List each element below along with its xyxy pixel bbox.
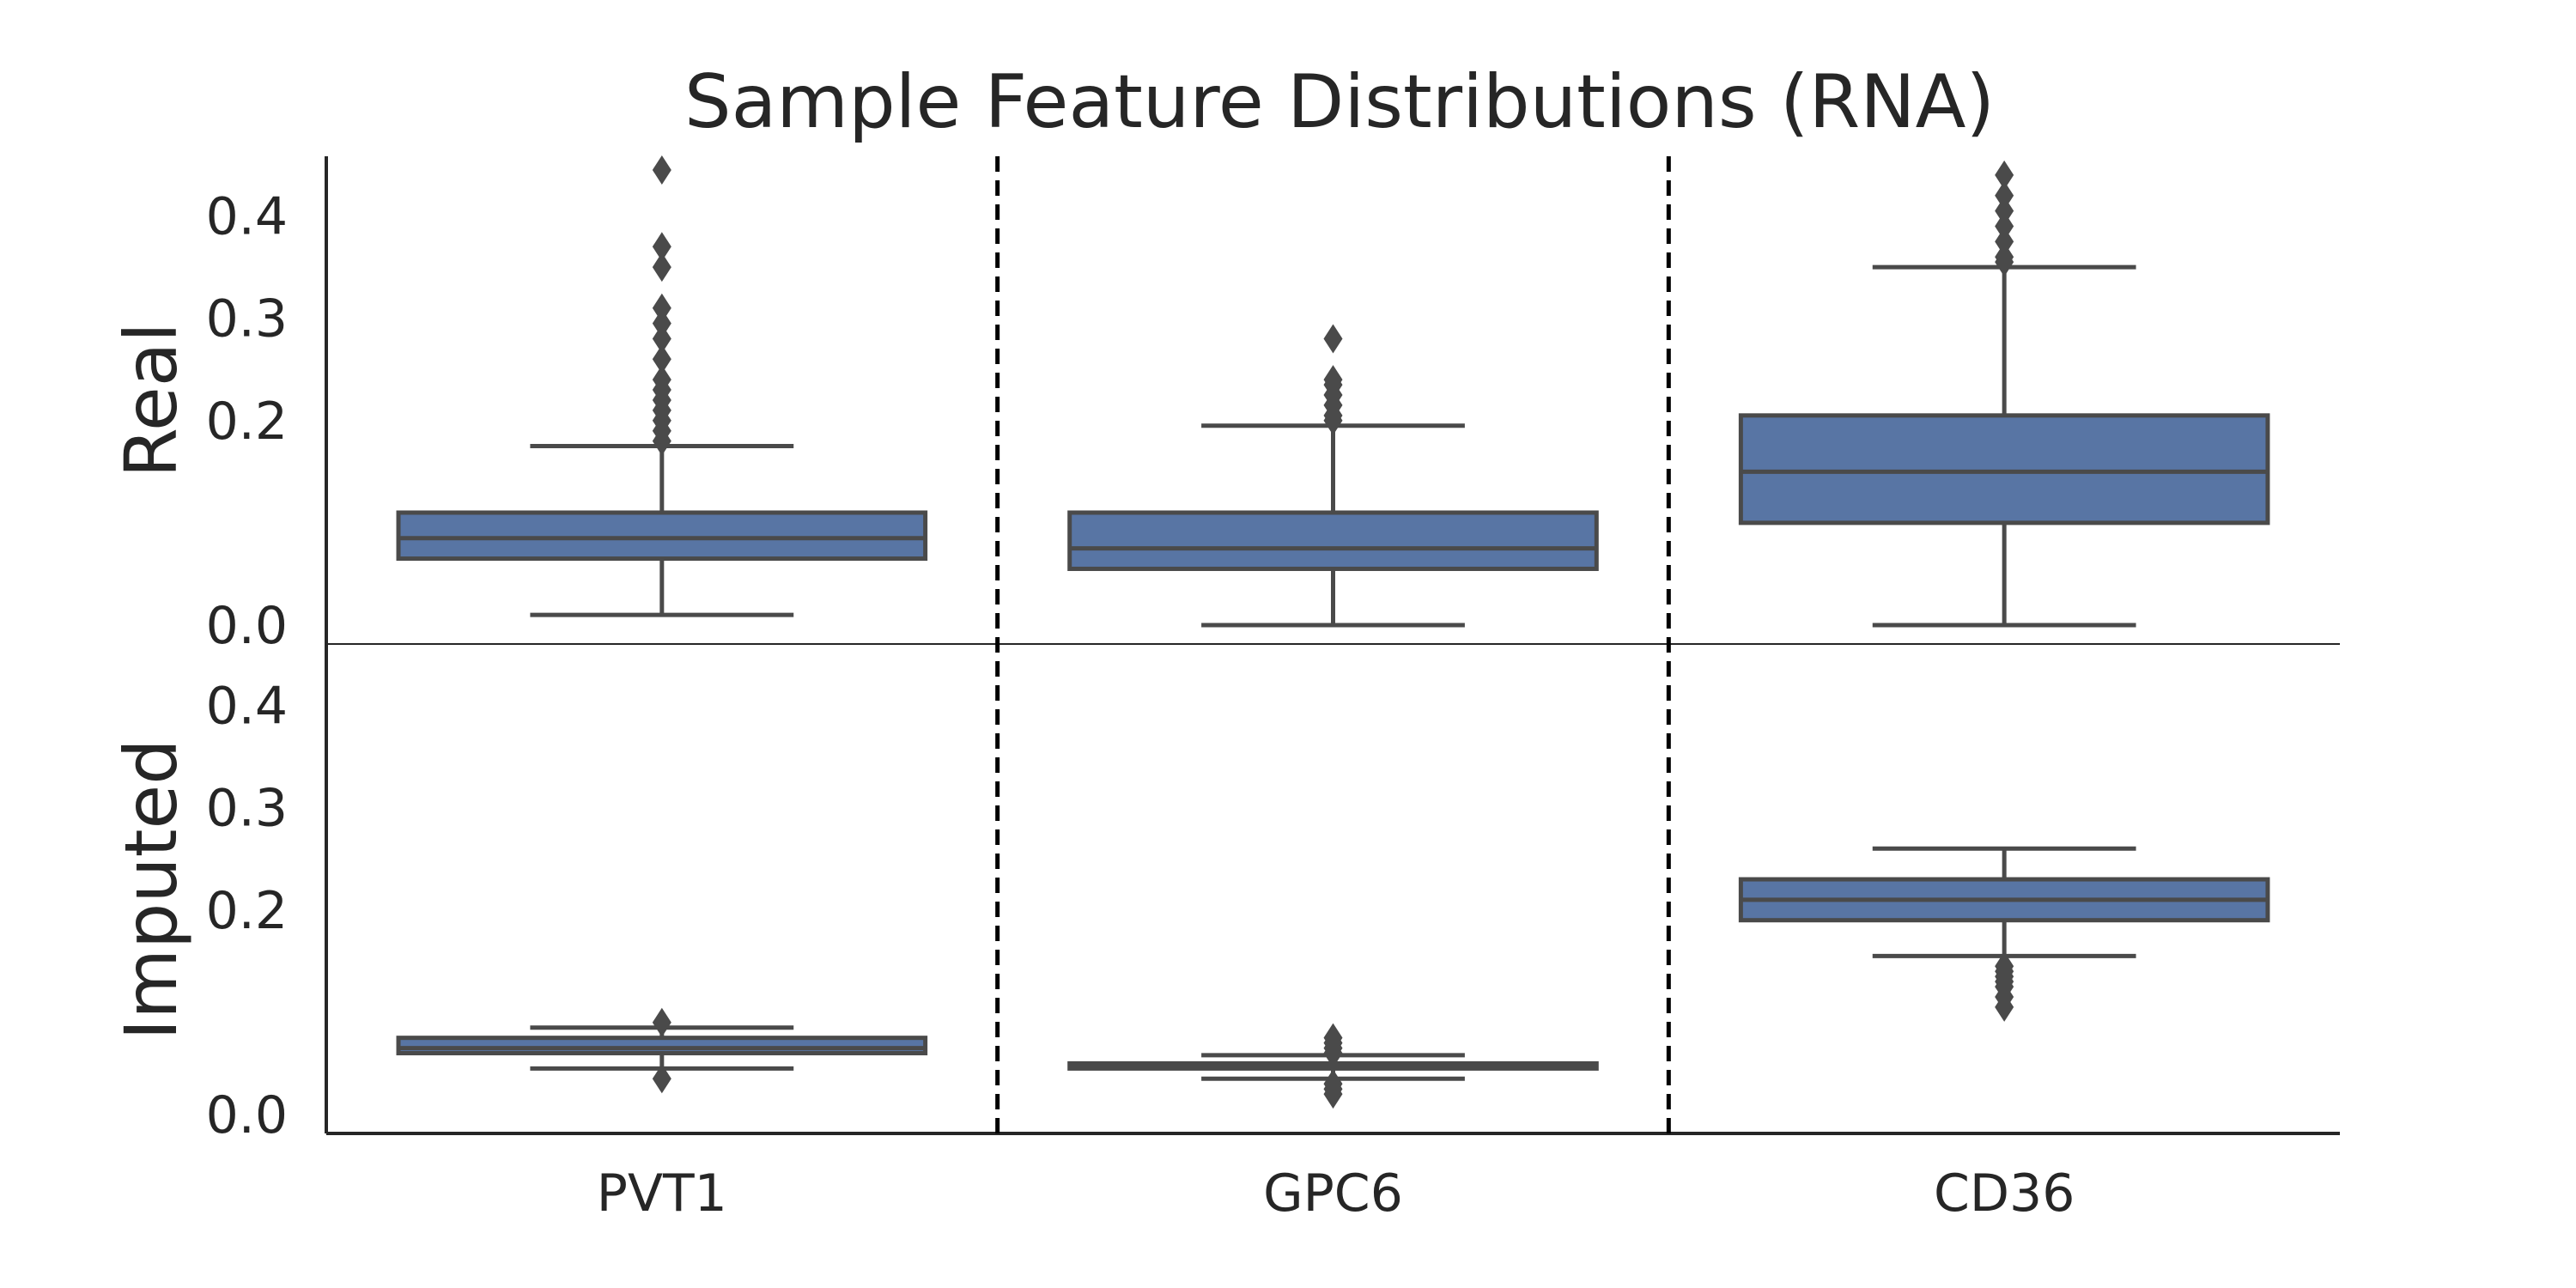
panel-label-real: Real (109, 322, 193, 477)
x-tick-label-pvt1: PVT1 (597, 1163, 727, 1224)
axes (325, 156, 2340, 1135)
outlier-point-real-cd36 (1995, 242, 2014, 272)
y-tick-label: 0.0 (206, 1085, 288, 1145)
outlier-point-real-cd36 (1995, 180, 2014, 210)
outlier-point-real-pvt1 (652, 293, 671, 323)
chart-marks (396, 155, 2270, 1109)
outlier-point-real-gpc6 (1323, 365, 1343, 395)
outlier-point-real-pvt1 (652, 308, 671, 338)
box-real-pvt1 (396, 510, 928, 562)
outlier-point-real-cd36 (1995, 211, 2014, 241)
box-real-cd36 (1738, 413, 2270, 526)
y-tick-label: 0.4 (206, 187, 288, 247)
outlier-point-imputed-gpc6 (1323, 1023, 1343, 1053)
outlier-point-real-cd36 (1995, 196, 2014, 226)
outlier-point-imputed-pvt1 (652, 1007, 671, 1037)
outlier-point-real-pvt1 (652, 344, 671, 374)
outlier-point-real-pvt1 (652, 232, 671, 262)
x-tick-label-gpc6: GPC6 (1263, 1163, 1403, 1224)
y-tick-label: 0.0 (206, 596, 288, 656)
outlier-point-real-cd36 (1995, 227, 2014, 257)
box-imputed-pvt1 (396, 1036, 928, 1056)
outlier-point-real-gpc6 (1323, 324, 1343, 354)
y-tick-label: 0.3 (206, 779, 288, 839)
y-tick-label: 0.4 (206, 677, 288, 737)
outlier-point-imputed-cd36 (1995, 951, 2014, 981)
panel-label-imputed: Imputed (109, 738, 193, 1040)
outlier-point-real-pvt1 (652, 365, 671, 395)
chart-title: Sample Feature Distributions (RNA) (684, 59, 1995, 145)
outlier-point-imputed-gpc6 (1323, 1069, 1343, 1099)
y-tick-label: 0.2 (206, 881, 288, 941)
outlier-point-imputed-pvt1 (652, 1064, 671, 1094)
y-tick-label: 0.3 (206, 289, 288, 349)
y-tick-label: 0.2 (206, 392, 288, 452)
outlier-point-real-pvt1 (652, 155, 671, 185)
outlier-point-real-pvt1 (652, 252, 671, 283)
outlier-point-real-pvt1 (652, 324, 671, 354)
outlier-point-real-cd36 (1995, 160, 2014, 190)
box-real-gpc6 (1067, 510, 1599, 571)
x-tick-label-cd36: CD36 (1934, 1163, 2075, 1224)
